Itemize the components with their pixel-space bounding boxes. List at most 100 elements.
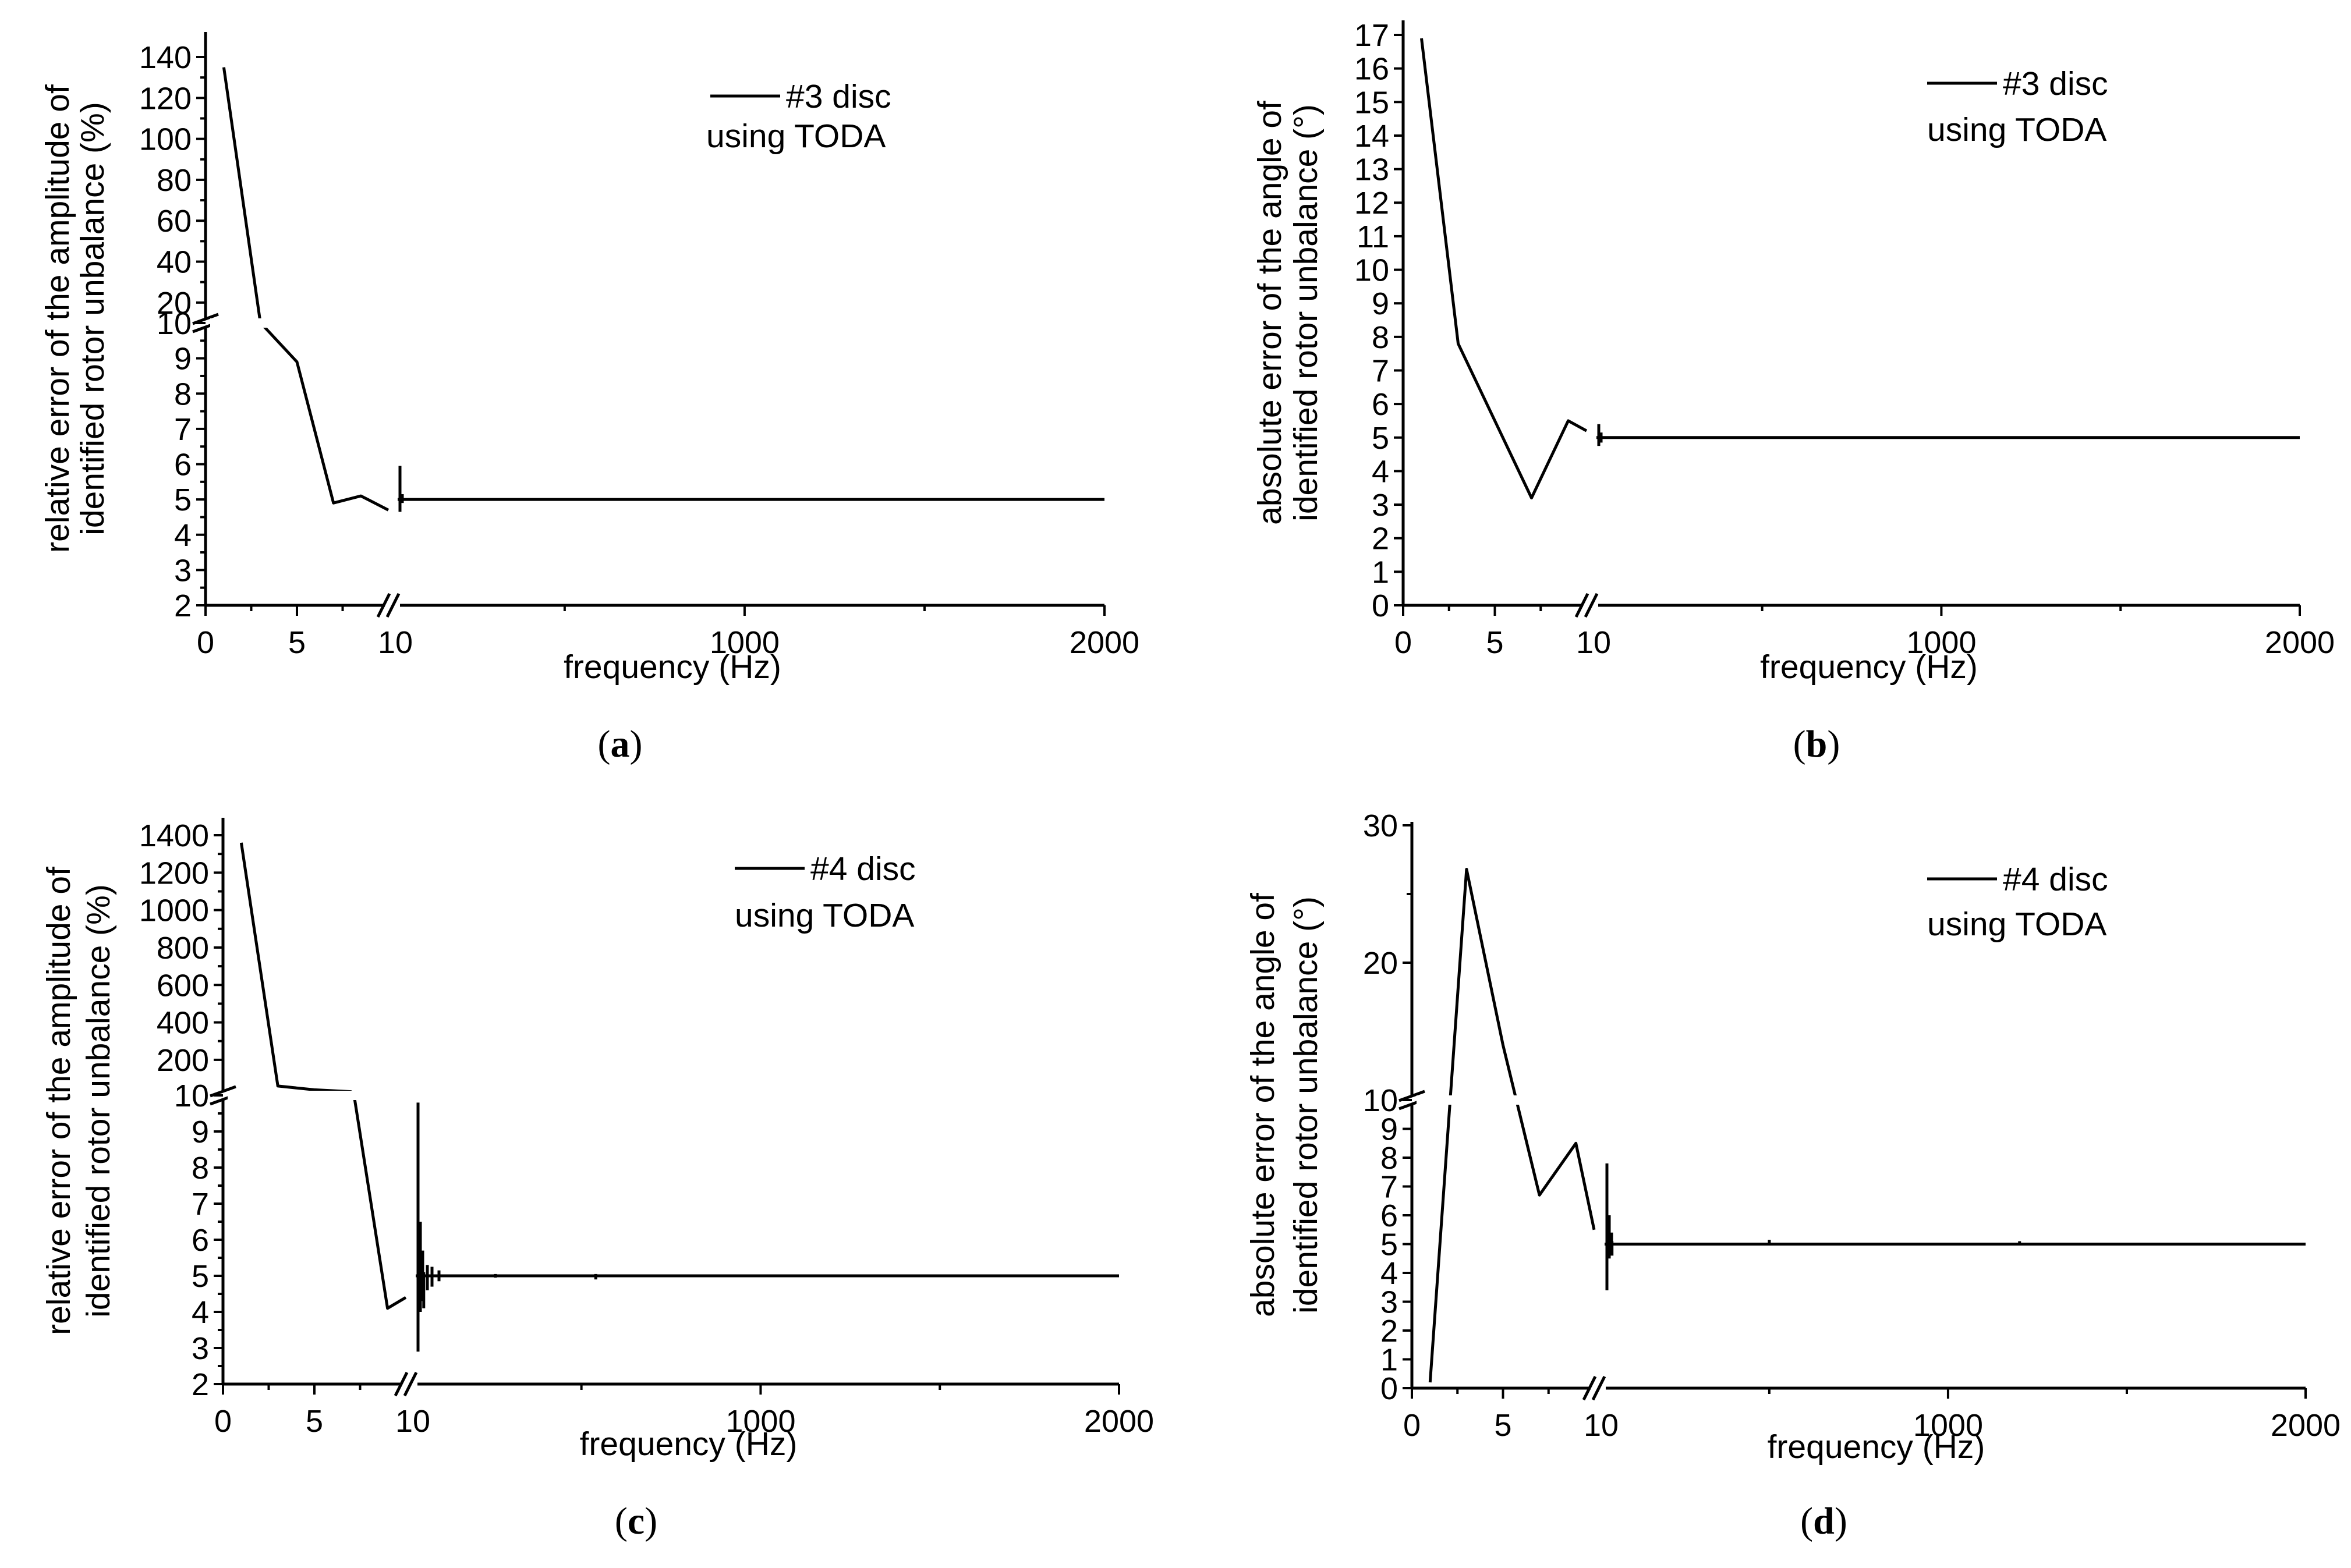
y-tick-label: 3 [192,1331,209,1366]
x-break-tick-label: 10 [378,625,413,660]
legend-method-label: using TODA [735,897,914,934]
y-tick-label: 10 [1354,253,1389,288]
y-tick-label: 15 [1354,85,1389,120]
x-tick-label: 1000 [725,1404,795,1439]
y-tick-label: 5 [1372,421,1389,456]
legend-method-label: using TODA [1927,906,2106,943]
series-line-low-frequency [239,842,407,1310]
x-tick-label: 2000 [1084,1404,1154,1439]
curve-break-gap [228,1091,399,1100]
panel-label: (d) [1800,1500,1847,1542]
y-axis-label-line2: identified rotor unbalance (°) [1287,104,1325,522]
x-tick-label: 2000 [2265,625,2335,660]
x-axis-label: frequency (Hz) [1760,648,1978,686]
legend-method-label: using TODA [706,118,886,155]
y-tick-label: 1400 [139,818,209,853]
y-tick-label: 9 [1372,286,1389,321]
y-tick-label: 20 [1363,946,1398,981]
y-axis-label-line1: absolute error of the angle of [1251,101,1288,525]
x-axis-break-mark [403,1371,418,1397]
x-axis-break-mark [376,593,391,618]
y-tick-label: 7 [1380,1170,1398,1205]
y-axis-label-line2: identified rotor unbalance (%) [80,884,117,1318]
x-tick-label: 5 [306,1404,323,1439]
x-break-tick-label: 10 [395,1404,430,1439]
y-axis-label-line1: absolute error of the angle of [1244,893,1281,1317]
y-tick-label: 4 [192,1295,209,1330]
y-tick-label: 140 [139,40,192,75]
y-tick-label: 6 [1372,387,1389,422]
x-axis-break-mark [1591,1375,1606,1401]
y-tick-label: 4 [1380,1256,1398,1291]
x-break-tick-label: 10 [1584,1408,1619,1443]
y-tick-label: 7 [174,412,192,447]
y-tick-label: 5 [174,483,192,517]
y-axis-label-line1: relative error of the amplitude of [39,84,76,553]
legend-series-label: #3 disc [2003,65,2108,102]
curve-break-gap [210,318,381,328]
y-tick-label: 10 [1363,1083,1398,1118]
curve-break-gap [1417,1095,1587,1105]
y-tick-label: 6 [1380,1198,1398,1233]
y-tick-label: 1 [1372,555,1389,590]
y-tick-label: 600 [157,968,209,1003]
y-tick-label: 80 [157,163,192,198]
y-tick-label: 8 [1380,1141,1398,1176]
panel-label: (c) [615,1500,657,1542]
y-tick-label: 120 [139,81,192,116]
y-tick-label: 7 [192,1187,209,1222]
x-tick-label: 0 [214,1404,232,1439]
y-tick-label: 5 [192,1259,209,1294]
series-line-low-frequency [222,67,390,512]
y-tick-label: 7 [1372,353,1389,388]
y-axis-label-line2: identified rotor unbalance (°) [1287,896,1325,1314]
y-tick-label: 200 [157,1043,209,1078]
y-tick-label: 2 [192,1367,209,1402]
y-tick-label: 9 [192,1115,209,1150]
x-axis-break-mark [1584,593,1599,618]
legend-method-label: using TODA [1927,111,2106,148]
series-line-low-frequency [1428,868,1596,1383]
x-axis-break-mark [394,1371,409,1397]
y-tick-label: 2 [1372,522,1389,556]
x-break-tick-label: 10 [1576,625,1611,660]
y-tick-label: 4 [1372,454,1389,489]
y-tick-label: 6 [174,448,192,483]
y-tick-label: 3 [1380,1285,1398,1320]
series-line-low-frequency [1420,38,1588,499]
x-tick-label: 1000 [1906,625,1976,660]
y-tick-label: 8 [174,377,192,411]
y-tick-label: 2 [174,588,192,623]
legend-series-label: #3 disc [786,78,891,115]
y-tick-label: 0 [1380,1371,1398,1406]
y-tick-label: 9 [1380,1112,1398,1147]
panel-label: (b) [1793,723,1840,765]
y-tick-label: 1000 [139,893,209,928]
y-tick-label: 100 [139,122,192,157]
x-axis-label: frequency (Hz) [580,1425,798,1463]
panel-label: (a) [598,723,643,765]
y-tick-label: 400 [157,1006,209,1041]
y-tick-label: 2 [1380,1314,1398,1349]
y-tick-label: 8 [192,1151,209,1186]
y-tick-label: 1200 [139,856,209,891]
x-tick-label: 2000 [2271,1408,2341,1443]
y-tick-label: 17 [1354,18,1389,53]
y-tick-label: 13 [1354,152,1389,187]
y-tick-label: 30 [1363,808,1398,843]
y-tick-label: 14 [1354,119,1389,154]
legend-series-label: #4 disc [2003,861,2108,898]
y-tick-label: 20 [157,286,192,321]
x-tick-label: 5 [1494,1408,1511,1443]
x-tick-label: 0 [197,625,214,660]
x-tick-label: 1000 [710,625,780,660]
y-tick-label: 12 [1354,186,1389,221]
y-tick-label: 60 [157,204,192,239]
y-tick-label: 16 [1354,52,1389,87]
x-tick-label: 0 [1394,625,1412,660]
